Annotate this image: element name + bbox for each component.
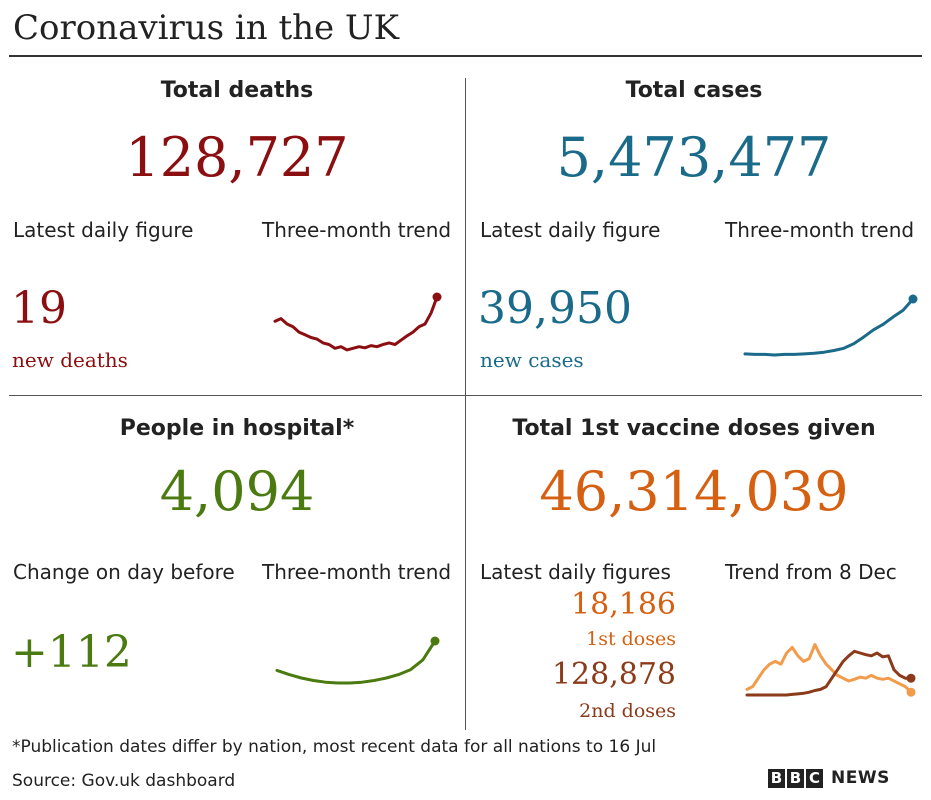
bbc-logo-letter: B <box>768 768 785 788</box>
cases-daily-unit: new cases <box>480 348 584 372</box>
hospital-latest-label: Change on day before <box>13 560 235 584</box>
vaccine-latest-label: Latest daily figures <box>480 560 671 584</box>
hospital-total: 4,094 <box>159 460 315 523</box>
hospital-heading: People in hospital* <box>119 416 355 441</box>
hospital-daily-value: +112 <box>11 627 132 678</box>
spark-vaccine-end-point <box>906 673 916 683</box>
footnote: *Publication dates differ by nation, mos… <box>12 737 657 757</box>
spark-hospital-series-line <box>275 639 437 685</box>
cases-trend-label: Three-month trend <box>725 218 915 242</box>
hospital-trend-chart <box>275 636 440 685</box>
hospital-trend-label: Three-month trend <box>262 560 452 584</box>
horizontal-divider <box>9 395 922 396</box>
spark-cases-series-line <box>743 297 915 357</box>
bbc-news-logo: B B C NEWS <box>768 768 890 788</box>
vaccine-dose2-value: 128,878 <box>551 657 676 692</box>
title-divider <box>9 55 922 57</box>
vaccine-total: 46,314,039 <box>539 460 849 523</box>
deaths-trend-chart <box>273 292 442 352</box>
bbc-logo-letter: B <box>787 768 804 788</box>
cases-total: 5,473,477 <box>556 126 832 189</box>
cases-latest-label: Latest daily figure <box>480 218 661 242</box>
vaccine-heading: Total 1st vaccine doses given <box>512 416 876 441</box>
cases-heading: Total cases <box>625 78 763 103</box>
spark-cases-end-point <box>908 294 918 304</box>
page-title: Coronavirus in the UK <box>13 8 399 48</box>
vaccine-dose2-label: 2nd doses <box>579 700 676 722</box>
spark-vaccine-series-line <box>745 649 913 697</box>
cases-trend-chart <box>743 294 918 357</box>
cases-daily-value: 39,950 <box>478 283 632 334</box>
deaths-heading: Total deaths <box>160 78 314 103</box>
vaccine-trend-label: Trend from 8 Dec <box>725 560 897 584</box>
spark-deaths-end-point <box>432 292 442 302</box>
spark-deaths-series-line <box>273 295 439 352</box>
source-note: Source: Gov.uk dashboard <box>12 771 236 791</box>
deaths-trend-label: Three-month trend <box>262 218 452 242</box>
deaths-latest-label: Latest daily figure <box>13 218 194 242</box>
vaccine-dose1-label: 1st doses <box>586 628 676 650</box>
deaths-daily-value: 19 <box>11 283 67 334</box>
spark-vaccine-end-point <box>906 687 916 697</box>
vaccine-dose1-value: 18,186 <box>571 587 676 622</box>
spark-vaccine-series-line <box>745 643 913 694</box>
bbc-news-wordmark: NEWS <box>831 768 890 788</box>
deaths-daily-unit: new deaths <box>12 348 128 372</box>
deaths-total: 128,727 <box>125 126 349 189</box>
bbc-logo-letter: C <box>806 768 823 788</box>
vertical-divider <box>465 78 466 730</box>
vaccine-trend-chart <box>745 643 916 697</box>
spark-hospital-end-point <box>430 636 440 646</box>
